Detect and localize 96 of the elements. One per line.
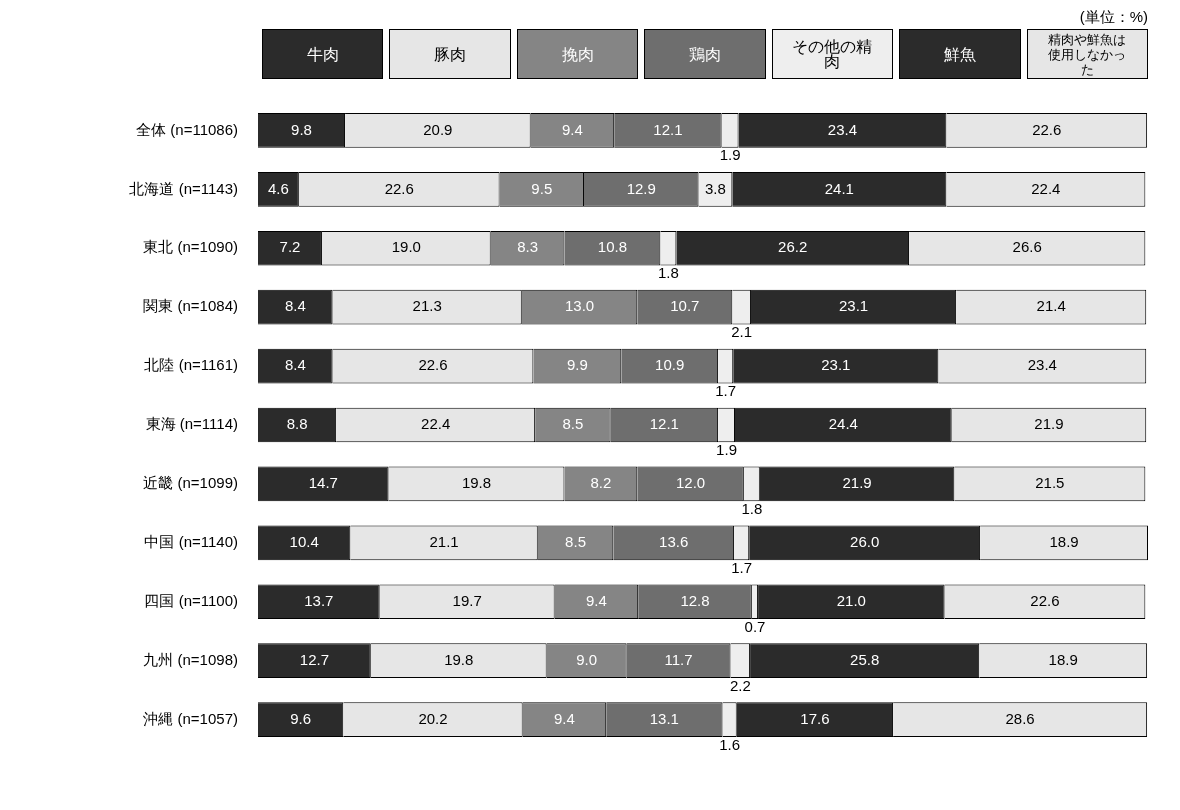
data-label: 9.0 (576, 650, 598, 668)
data-label: 8.4 (284, 297, 306, 315)
data-label: 26.6 (1012, 238, 1042, 256)
data-label: 4.6 (268, 179, 289, 197)
data-label: 12.7 (299, 650, 329, 668)
data-label: 13.6 (659, 532, 689, 550)
data-label: 21.9 (1034, 415, 1064, 433)
data-label: 22.6 (1032, 120, 1062, 138)
data-label: 9.6 (290, 709, 312, 727)
text: (単位：%) (1079, 8, 1148, 27)
data-label: 23.1 (838, 297, 869, 315)
data-label: 21.5 (1035, 474, 1065, 492)
y-tick-label: 九州 (n=1098) (143, 650, 238, 668)
data-label: 19.8 (461, 474, 492, 492)
data-label: 21.1 (429, 532, 459, 550)
text: 鶏肉 (688, 45, 721, 63)
data-label: 23.4 (827, 120, 858, 138)
data-label: 22.6 (1030, 591, 1060, 609)
data-label: 1.7 (731, 558, 753, 576)
y-tick-label: 関東 (n=1084) (143, 297, 238, 315)
data-label: 12.1 (649, 415, 679, 433)
data-label: 20.9 (423, 120, 453, 138)
data-label: 0.7 (744, 617, 766, 635)
data-label: 23.1 (821, 356, 851, 374)
data-label: 22.6 (418, 356, 448, 374)
y-tick-label: 四国 (n=1100) (144, 591, 238, 609)
data-label: 1.7 (715, 382, 737, 400)
data-label: 12.8 (680, 591, 710, 609)
data-label: 1.9 (719, 146, 741, 164)
data-label: 19.7 (452, 591, 482, 609)
data-label: 1.6 (719, 735, 741, 753)
text: 精肉や鮮魚は使用しなかった (1047, 31, 1128, 77)
data-label: 20.2 (418, 709, 448, 727)
y-tick-label: 東北 (n=1090) (143, 238, 238, 256)
data-label: 22.4 (1031, 179, 1061, 197)
data-label: 8.5 (565, 532, 586, 550)
data-label: 9.5 (531, 179, 553, 197)
data-label: 3.8 (705, 179, 726, 197)
data-label: 19.0 (391, 238, 421, 256)
y-tick-label: 東海 (n=1114) (145, 415, 238, 433)
data-label: 9.8 (291, 120, 312, 138)
text: 豚肉 (434, 45, 467, 63)
data-label: 13.7 (304, 591, 334, 609)
data-label: 21.4 (1036, 297, 1066, 315)
text: その他の精肉 (791, 38, 874, 70)
data-label: 22.6 (384, 179, 414, 197)
data-label: 1.9 (716, 440, 737, 458)
data-label: 10.9 (655, 356, 685, 374)
y-tick-label: 沖縄 (n=1057) (143, 709, 238, 727)
data-label: 9.4 (562, 120, 583, 138)
data-label: 23.4 (1027, 356, 1057, 374)
data-label: 13.0 (564, 297, 595, 315)
text: 鮮魚 (943, 45, 976, 63)
data-label: 1.8 (657, 264, 679, 282)
data-label: 28.6 (1005, 709, 1035, 727)
data-label: 21.9 (842, 474, 872, 492)
data-label: 10.8 (597, 238, 627, 256)
y-tick-label: 北陸 (n=1161) (144, 356, 238, 374)
text: 牛肉 (306, 45, 339, 63)
data-label: 24.4 (828, 415, 858, 433)
data-label: 8.2 (590, 474, 612, 492)
data-label: 7.2 (279, 238, 301, 256)
data-label: 10.7 (670, 297, 700, 315)
data-label: 1.8 (741, 499, 763, 517)
data-label: 21.0 (836, 591, 866, 609)
data-label: 8.4 (284, 356, 306, 374)
data-label: 10.4 (289, 532, 319, 550)
data-label: 13.1 (649, 709, 679, 727)
data-label: 11.7 (664, 650, 693, 668)
data-label: 18.9 (1049, 532, 1079, 550)
data-label: 19.8 (444, 650, 474, 668)
data-label: 2.2 (729, 676, 751, 694)
y-tick-label: 近畿 (n=1099) (143, 474, 238, 492)
data-label: 22.4 (421, 415, 451, 433)
data-label: 9.4 (554, 709, 575, 727)
text: 挽肉 (561, 45, 594, 63)
data-label: 24.1 (824, 179, 854, 197)
data-label: 2.1 (731, 323, 753, 341)
data-label: 21.3 (412, 297, 442, 315)
data-label: 9.4 (585, 591, 607, 609)
data-label: 12.0 (675, 474, 706, 492)
data-label: 8.3 (517, 238, 539, 256)
data-label: 17.6 (800, 709, 830, 727)
data-label: 9.9 (566, 356, 588, 374)
data-label: 8.8 (286, 415, 308, 433)
y-tick-label: 中国 (n=1140) (144, 532, 238, 550)
data-label: 26.0 (850, 532, 880, 550)
data-label: 25.8 (850, 650, 880, 668)
data-label: 18.9 (1048, 650, 1078, 668)
data-label: 12.1 (653, 120, 683, 138)
data-label: 14.7 (308, 474, 338, 492)
y-tick-label: 北海道 (n=1143) (129, 179, 238, 197)
data-label: 12.9 (626, 179, 656, 197)
data-label: 26.2 (778, 238, 808, 256)
data-label: 8.5 (562, 415, 584, 433)
y-tick-label: 全体 (n=11086) (136, 120, 238, 138)
